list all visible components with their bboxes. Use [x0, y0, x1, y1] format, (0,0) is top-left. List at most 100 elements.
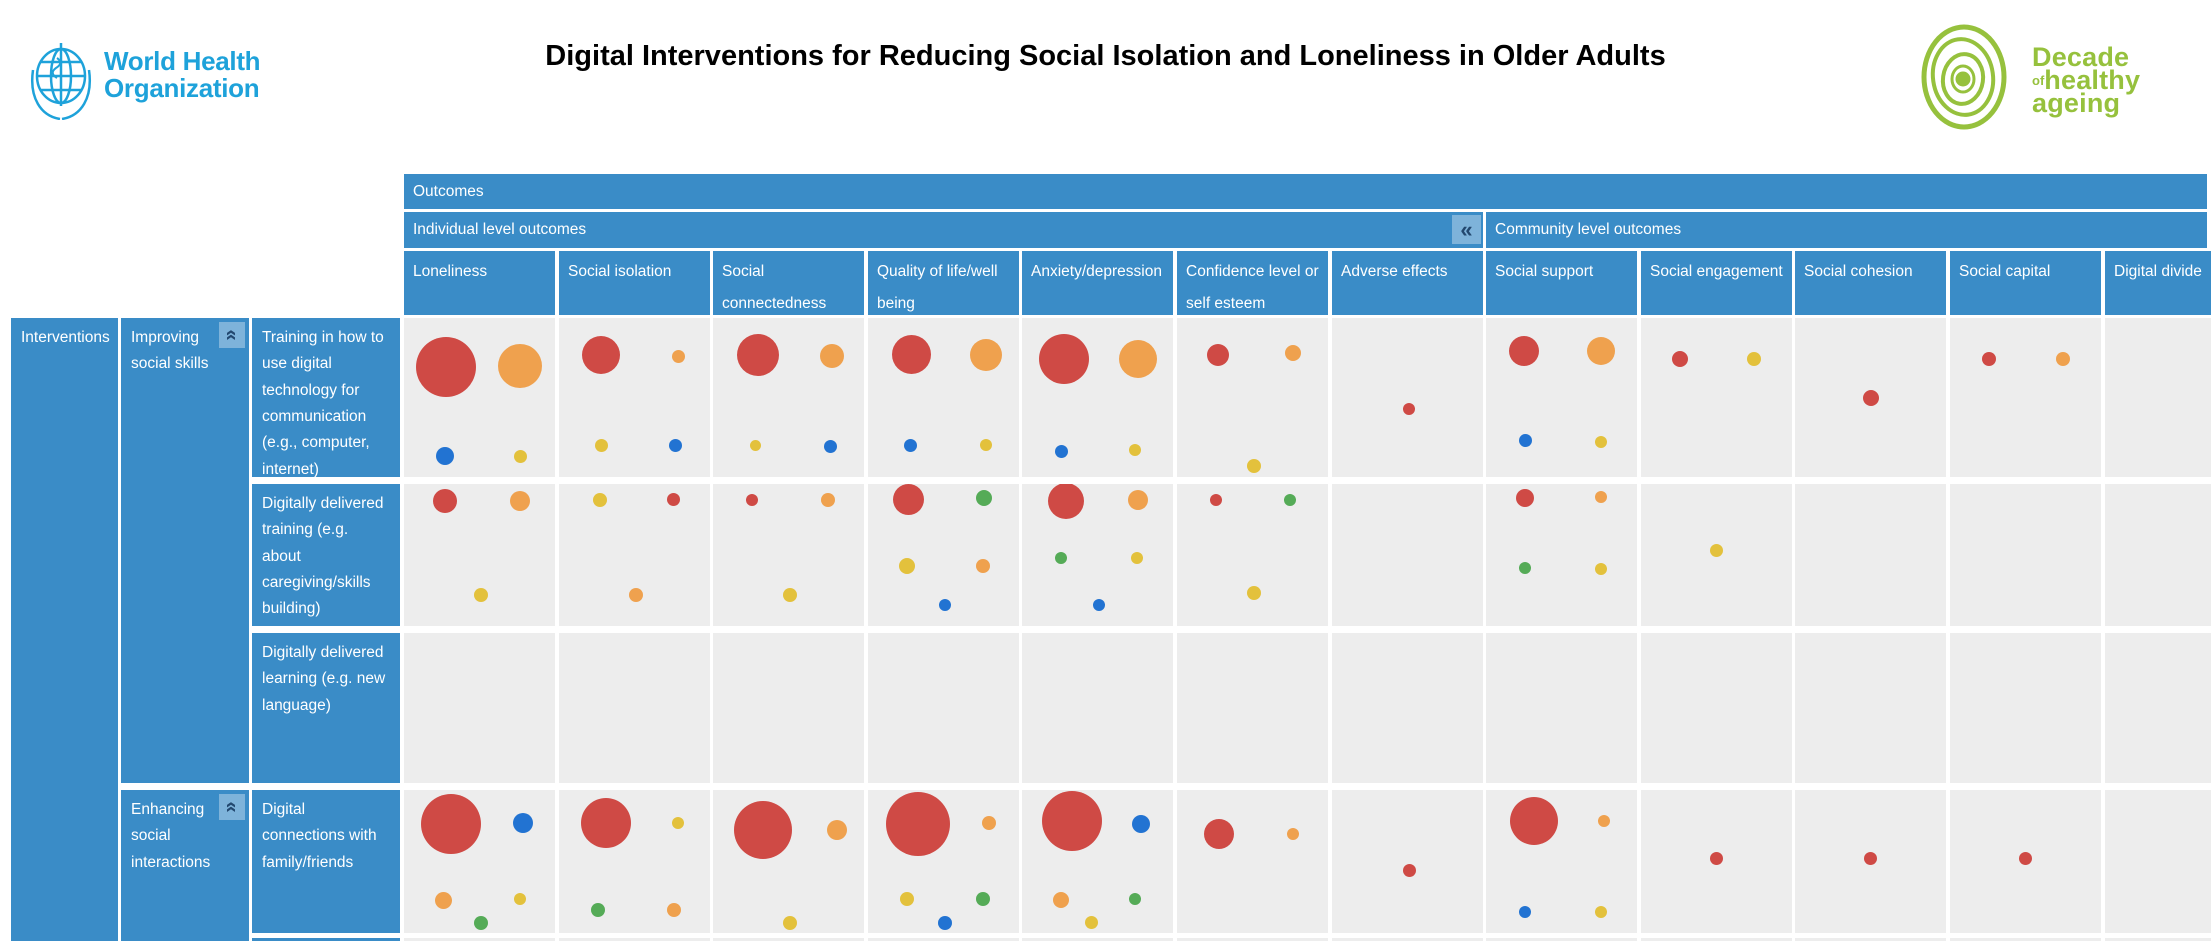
bubble-blue[interactable] — [939, 598, 951, 611]
cell-r4-c7[interactable] — [1332, 790, 1483, 933]
bubble-green[interactable] — [591, 903, 606, 918]
bubble-red[interactable] — [432, 489, 457, 514]
bubble-blue[interactable] — [1054, 445, 1068, 459]
bubble-orange[interactable] — [1285, 344, 1302, 361]
bubble-yellow[interactable] — [749, 439, 761, 451]
cell-r4-c5[interactable] — [1022, 790, 1173, 933]
cell-r4-c11[interactable] — [1950, 790, 2101, 933]
bubble-yellow[interactable] — [900, 891, 915, 906]
bubble-yellow[interactable] — [513, 449, 527, 463]
cell-r3-c5[interactable] — [1022, 633, 1173, 783]
bubble-red[interactable] — [1516, 489, 1535, 508]
bubble-red[interactable] — [1508, 336, 1539, 367]
bubble-red[interactable] — [1047, 484, 1084, 520]
column-header-digital-divide[interactable]: Digital divide — [2105, 251, 2211, 315]
bubble-red[interactable] — [1204, 819, 1235, 850]
cell-r3-c1[interactable] — [404, 633, 555, 783]
bubble-red[interactable] — [1402, 863, 1416, 877]
column-header-social-isolation[interactable]: Social isolation — [559, 251, 710, 315]
cell-r1-c8[interactable] — [1486, 318, 1637, 477]
cell-r1-c7[interactable] — [1332, 318, 1483, 477]
bubble-red[interactable] — [746, 493, 759, 506]
collapse-enhancing-social-interactions-button[interactable]: « — [219, 794, 245, 820]
bubble-yellow[interactable] — [783, 587, 797, 602]
bubble-red[interactable] — [580, 797, 631, 848]
bubble-orange[interactable] — [820, 344, 845, 369]
bubble-green[interactable] — [975, 891, 990, 906]
bubble-red[interactable] — [416, 337, 477, 398]
bubble-orange[interactable] — [1597, 815, 1610, 828]
bubble-yellow[interactable] — [1594, 563, 1607, 576]
bubble-red[interactable] — [2019, 852, 2032, 866]
cell-r2-c2[interactable] — [559, 484, 710, 626]
bubble-blue[interactable] — [1093, 598, 1105, 611]
column-header-social-support[interactable]: Social support — [1486, 251, 1637, 315]
cell-r2-c8[interactable] — [1486, 484, 1637, 626]
cell-r3-c7[interactable] — [1332, 633, 1483, 783]
cell-r1-c5[interactable] — [1022, 318, 1173, 477]
column-header-quality-of-life-well-being[interactable]: Quality of life/well being — [868, 251, 1019, 315]
bubble-red[interactable] — [420, 794, 481, 855]
bubble-orange[interactable] — [629, 587, 643, 602]
bubble-yellow[interactable] — [1747, 352, 1762, 367]
bubble-yellow[interactable] — [1247, 458, 1261, 473]
bubble-yellow[interactable] — [979, 439, 992, 452]
cell-r4-c12[interactable] — [2105, 790, 2211, 933]
cell-r3-c6[interactable] — [1177, 633, 1328, 783]
bubble-green[interactable] — [976, 490, 993, 507]
cell-r2-c11[interactable] — [1950, 484, 2101, 626]
bubble-yellow[interactable] — [1247, 586, 1261, 601]
column-header-loneliness[interactable]: Loneliness — [404, 251, 555, 315]
bubble-orange[interactable] — [510, 491, 531, 512]
bubble-red[interactable] — [1210, 493, 1223, 506]
bubble-yellow[interactable] — [783, 915, 797, 930]
cell-r2-c10[interactable] — [1795, 484, 1946, 626]
bubble-orange[interactable] — [1287, 828, 1300, 841]
bubble-orange[interactable] — [975, 559, 990, 574]
cell-r4-c6[interactable] — [1177, 790, 1328, 933]
bubble-red[interactable] — [1206, 343, 1229, 366]
cell-r2-c12[interactable] — [2105, 484, 2211, 626]
cell-r1-c4[interactable] — [868, 318, 1019, 477]
bubble-red[interactable] — [582, 335, 621, 374]
cell-r3-c3[interactable] — [713, 633, 864, 783]
row-label-training-in-how-to-use-digital-technolog[interactable]: Training in how to use digital technolog… — [252, 318, 400, 477]
cell-r1-c12[interactable] — [2105, 318, 2211, 477]
cell-r2-c5[interactable] — [1022, 484, 1173, 626]
bubble-green[interactable] — [1129, 892, 1142, 905]
cell-r4-c4[interactable] — [868, 790, 1019, 933]
row-label-digitally-delivered-training-e-g-about-c[interactable]: Digitally delivered training (e.g. about… — [252, 484, 400, 626]
bubble-yellow[interactable] — [474, 587, 488, 602]
bubble-red[interactable] — [1041, 791, 1102, 852]
column-header-confidence-level-or-self-esteem[interactable]: Confidence level or self esteem — [1177, 251, 1328, 315]
row-label-digitally-delivered-learning-e-g-new-lan[interactable]: Digitally delivered learning (e.g. new l… — [252, 633, 400, 783]
bubble-yellow[interactable] — [1084, 916, 1098, 930]
column-header-social-cohesion[interactable]: Social cohesion — [1795, 251, 1946, 315]
column-header-adverse-effects[interactable]: Adverse effects — [1332, 251, 1483, 315]
cell-r3-c4[interactable] — [868, 633, 1019, 783]
cell-r3-c8[interactable] — [1486, 633, 1637, 783]
cell-r3-c9[interactable] — [1641, 633, 1792, 783]
cell-r3-c10[interactable] — [1795, 633, 1946, 783]
cell-r1-c11[interactable] — [1950, 318, 2101, 477]
bubble-green[interactable] — [1284, 493, 1297, 506]
cell-r1-c10[interactable] — [1795, 318, 1946, 477]
cell-r1-c2[interactable] — [559, 318, 710, 477]
column-header-social-capital[interactable]: Social capital — [1950, 251, 2101, 315]
bubble-red[interactable] — [1039, 334, 1090, 385]
bubble-yellow[interactable] — [1594, 436, 1607, 449]
bubble-red[interactable] — [893, 484, 925, 516]
bubble-yellow[interactable] — [592, 492, 607, 507]
bubble-red[interactable] — [1510, 797, 1559, 846]
bubble-yellow[interactable] — [1710, 544, 1723, 558]
cell-r1-c1[interactable] — [404, 318, 555, 477]
cell-r2-c4[interactable] — [868, 484, 1019, 626]
bubble-blue[interactable] — [938, 915, 952, 930]
bubble-red[interactable] — [1710, 852, 1723, 866]
cell-r3-c11[interactable] — [1950, 633, 2101, 783]
bubble-red[interactable] — [667, 493, 681, 507]
cell-r4-c2[interactable] — [559, 790, 710, 933]
bubble-blue[interactable] — [435, 447, 454, 466]
bubble-yellow[interactable] — [1129, 443, 1142, 456]
cell-r4-c10[interactable] — [1795, 790, 1946, 933]
